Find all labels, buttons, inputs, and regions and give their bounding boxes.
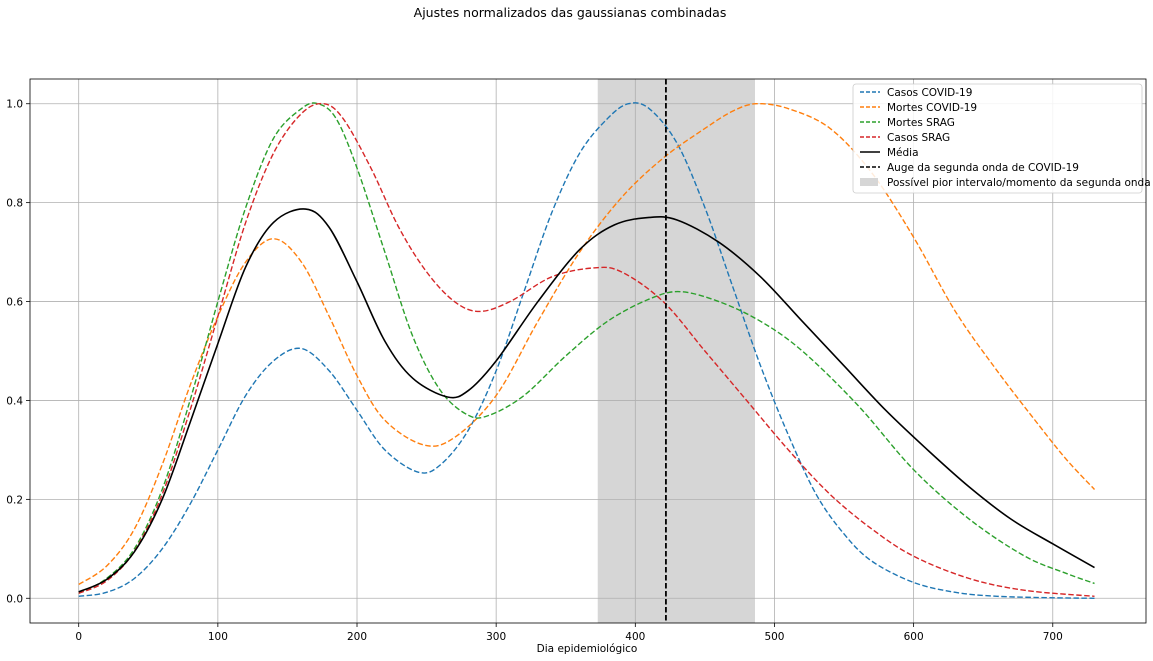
x-tick-label: 700 — [1043, 631, 1063, 643]
series-line-casos-srag — [78, 102, 1095, 597]
legend-label: Possível pior intervalo/momento da segun… — [887, 177, 1151, 189]
legend-entry: Casos COVID-19 — [860, 87, 972, 99]
legend: Casos COVID-19 Mortes COVID-19 Mortes SRAG… — [852, 83, 1151, 194]
x-tick-label: 500 — [764, 631, 784, 643]
legend-label: Casos SRAG — [887, 132, 950, 144]
legend-entry: Média — [860, 147, 919, 159]
highlight-span — [597, 79, 755, 623]
x-axis-ticks: 0 100 200 300 400 500 600 700 — [75, 623, 1063, 643]
legend-swatch — [860, 178, 878, 186]
plot-area — [29, 78, 1147, 624]
legend-label: Mortes COVID-19 — [887, 102, 977, 114]
x-axis-label: Dia epidemiológico — [537, 643, 638, 655]
series-line-mortes-srag — [78, 102, 1095, 594]
series-line-mortes-covid-19 — [78, 102, 1096, 586]
legend-label: Casos COVID-19 — [887, 87, 972, 99]
chart-title: Ajustes normalizados das gaussianas comb… — [414, 5, 727, 20]
y-tick-label: 0.0 — [6, 593, 23, 605]
plot-frame — [29, 78, 1147, 624]
x-tick-label: 100 — [208, 631, 228, 643]
legend-entry: Casos SRAG — [860, 132, 950, 144]
series-line-media — [78, 208, 1095, 593]
y-tick-label: 0.4 — [6, 395, 23, 407]
y-axis-ticks: 0.0 0.2 0.4 0.6 0.8 1.0 — [6, 99, 30, 605]
y-tick-label: 0.6 — [6, 297, 23, 309]
legend-entry: Mortes SRAG — [860, 117, 955, 129]
x-tick-label: 300 — [486, 631, 506, 643]
series-line-casos-covid-19 — [78, 102, 1095, 599]
x-tick-label: 600 — [904, 631, 924, 643]
legend-label: Média — [887, 147, 919, 159]
x-tick-label: 200 — [347, 631, 367, 643]
legend-label: Auge da segunda onda de COVID-19 — [887, 162, 1079, 174]
legend-entry: Auge da segunda onda de COVID-19 — [860, 162, 1079, 174]
y-tick-label: 0.2 — [6, 494, 23, 506]
series-layer — [78, 102, 1096, 599]
legend-entry: Possível pior intervalo/momento da segun… — [860, 177, 1151, 189]
legend-entry: Mortes COVID-19 — [860, 102, 977, 114]
legend-box — [852, 83, 1143, 194]
x-tick-label: 0 — [75, 631, 82, 643]
y-tick-label: 0.8 — [6, 198, 23, 210]
x-tick-label: 400 — [625, 631, 645, 643]
y-tick-label: 1.0 — [6, 99, 23, 111]
legend-label: Mortes SRAG — [887, 117, 955, 129]
